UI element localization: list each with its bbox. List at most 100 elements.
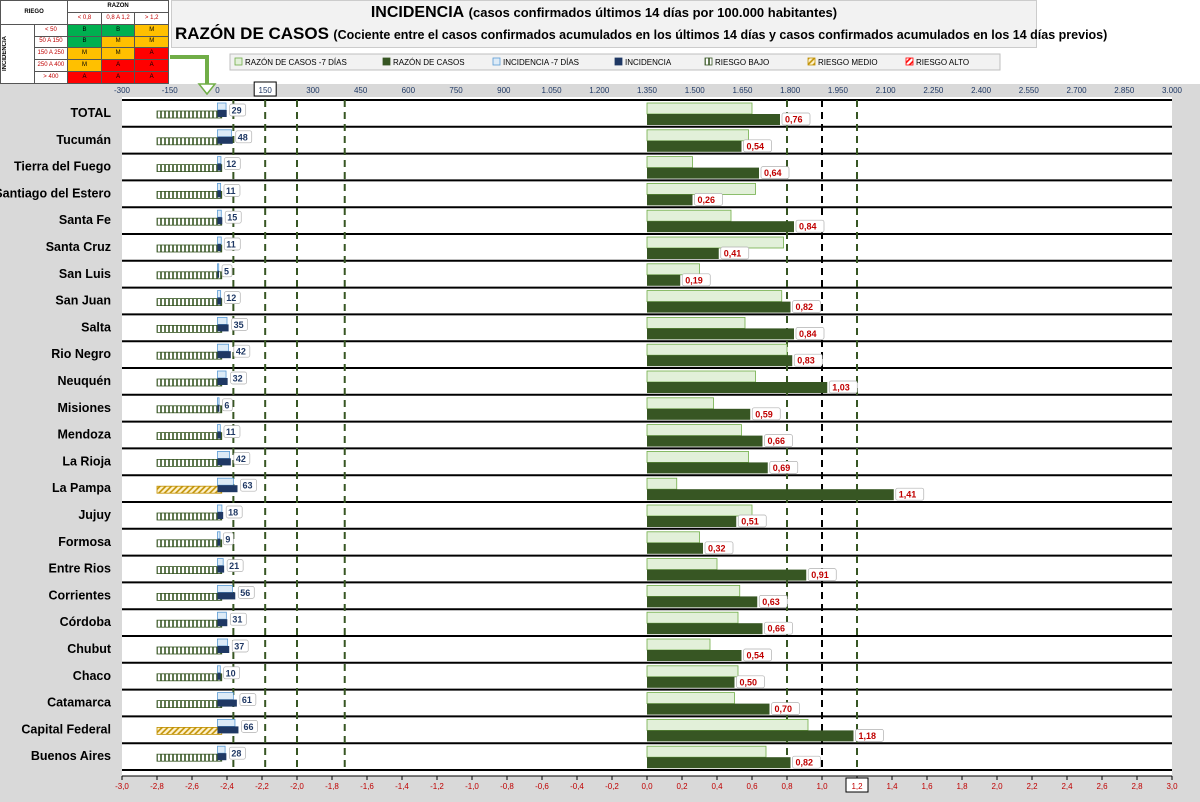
ratio-label: 1,18 [859,731,877,741]
ratio-bar [647,355,793,367]
incidence-label-box [224,210,242,224]
top-axis-tick-label: 1.200 [589,86,610,95]
top-axis-tick-label: 2.100 [876,86,897,95]
ratio-7d-bar [646,692,735,704]
ratio-label: 0,59 [755,409,773,419]
legend-swatch [382,57,391,66]
incidence-bar [217,378,228,385]
incidence-label: 42 [236,347,246,357]
incidence-7d-bar [217,424,221,433]
incidence-label-box [223,157,241,170]
risk-table-riesgo-header: RIEGO [0,0,69,25]
ratio-bar [647,462,768,474]
incidence-bar [217,404,220,412]
risk-bar [156,110,223,119]
top-axis-tick-label: -150 [162,86,179,95]
top-axis-tick-label: 900 [497,86,511,95]
title-razon-desc: (Cociente entre el casos confirmados acu… [333,28,1108,42]
category-label: Córdoba [60,615,112,629]
incidence-7d-bar [217,665,221,674]
data-labels: 29 0,76 48 0,54 12 0,64 11 0,26 15 0,84 11 0,41 5 0,1… [221,103,925,769]
bottom-axis-tick-label: 0,2 [676,782,688,791]
category-label: San Luis [59,267,111,281]
incidence-bar [217,324,229,332]
category-label: Entre Rios [48,562,111,576]
chart-title-box: INCIDENCIA (casos confirmados últimos 14… [171,0,1107,48]
ratio-7d-bar [646,424,742,437]
incidence-label: 12 [226,159,236,169]
ratio-label: 1,41 [899,490,917,500]
category-label: Tierra del Fuego [14,160,111,174]
top-axis-tick-label: 450 [354,86,368,95]
ratio-label-box [720,246,750,260]
incidence-label-box [225,505,243,519]
bottom-axis-tick-label: 1,2 [851,782,863,791]
top-axis-boxed-tick [253,81,277,97]
risk-bar [156,432,223,441]
incidence-bar [217,646,230,653]
category-label: Chaco [73,669,112,683]
incidence-label: 66 [243,722,253,732]
ratio-label-box [764,621,793,635]
incidence-7d-bar [217,316,228,325]
incidence-label-box [237,586,255,599]
ratio-label-box [795,327,825,340]
risk-bar [156,458,223,467]
ratio-7d-bar [646,558,718,570]
top-axis-tick-label: 1.650 [732,86,753,95]
ratio-bar [647,542,703,554]
ratio-7d-bar [646,450,749,463]
ratio-label-box [758,595,788,608]
ratio-bar [647,328,794,340]
incidence-bar [217,538,221,546]
ratio-7d-bar [646,290,783,303]
category-label: Santiago del Estero [0,186,111,200]
ratio-label-box [737,514,767,528]
incidence-bar [217,163,222,171]
top-axis-tick-label: 1.050 [542,86,563,95]
top-axis-tick-label: 0 [215,86,220,95]
incidence-label: 10 [226,668,236,678]
top-axis-tick-label: 1.350 [637,86,658,95]
incidence-7d-bar [217,290,222,299]
ratio-bar [647,516,737,527]
ratio-bar [647,140,742,152]
ratio-7d-bar [646,209,732,222]
incidence-7d-bar [217,477,234,486]
category-label: Tucumán [56,133,111,147]
incidence-label-box [231,639,249,653]
incidence-7d-bar [217,611,227,620]
risk-bar [156,271,223,280]
incidence-label-box [239,693,257,706]
ratio-bar [647,650,742,661]
legend-label: RAZÓN DE CASOS -7 DÍAS [245,58,347,67]
incidence-label: 18 [228,508,238,518]
category-label: La Rioja [62,454,112,468]
ratio-label: 0,84 [799,222,817,232]
bars [156,102,894,769]
category-label: Neuquén [58,374,111,388]
incidence-label: 11 [226,240,236,250]
bottom-axis-tick-label: -0,4 [570,782,584,791]
ratio-7d-bar [646,585,741,597]
legend-label: RIESGO ALTO [916,58,969,67]
incidence-bar [217,136,233,144]
risk-bar [156,727,223,735]
incidence-bar [217,672,221,680]
incidence-label-box [233,344,251,358]
incidence-label-box [223,237,241,251]
bottom-axis-tick-label: 1,4 [886,782,898,791]
ratio-label: 0,41 [724,249,742,259]
ratio-7d-bar [646,665,739,678]
bottom-axis-tick-label: -0,8 [500,782,514,791]
incidence-bar [217,485,238,493]
title-incidencia-desc: (casos confirmados últimos 14 días por 1… [468,5,838,20]
risk-bar [156,190,223,199]
ratio-label-box [764,434,793,447]
ratio-bar [647,730,854,742]
incidence-7d-bar [217,558,224,566]
risk-bar [156,753,223,762]
incidence-bar [217,217,223,225]
ratio-bar [647,114,780,125]
